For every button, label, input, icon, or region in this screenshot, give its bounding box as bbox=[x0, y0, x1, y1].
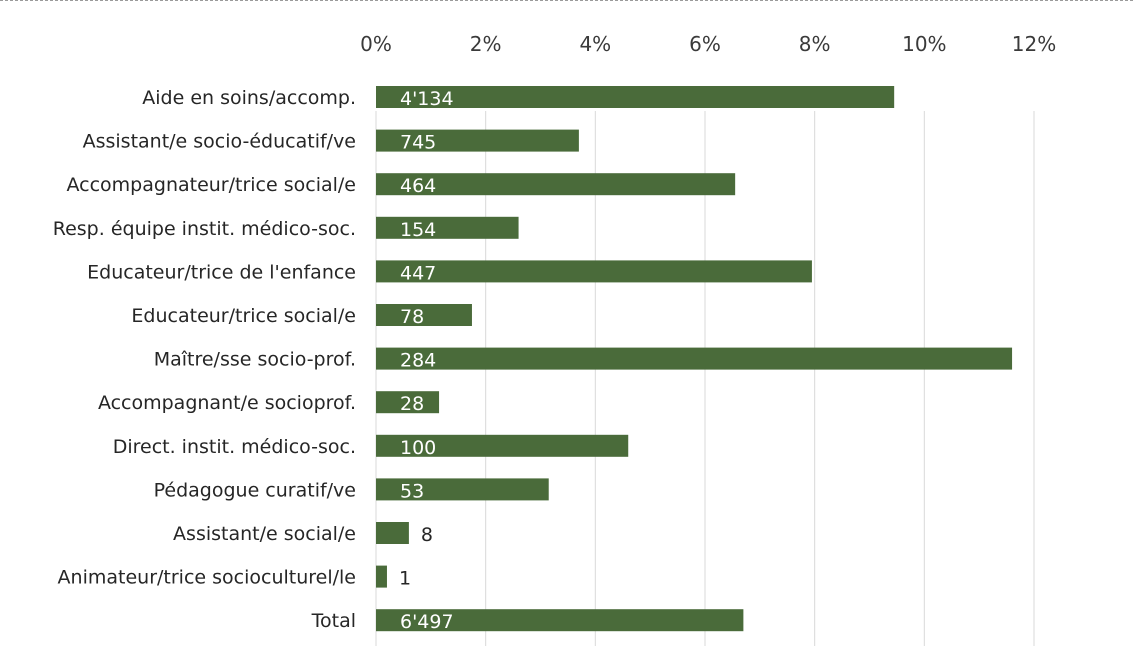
data-label: 6'497 bbox=[400, 611, 454, 633]
category-label: Total bbox=[311, 610, 356, 632]
category-label: Accompagnateur/trice social/e bbox=[66, 174, 356, 196]
x-tick-label: 10% bbox=[902, 32, 946, 56]
bar bbox=[376, 522, 409, 544]
data-label: 4'134 bbox=[400, 88, 454, 110]
x-tick-label: 2% bbox=[470, 32, 502, 56]
category-label: Resp. équipe instit. médico-soc. bbox=[53, 218, 356, 240]
data-label: 53 bbox=[400, 480, 424, 502]
data-label: 28 bbox=[400, 393, 424, 415]
x-tick-label: 4% bbox=[579, 32, 611, 56]
data-label: 100 bbox=[400, 437, 436, 459]
bar bbox=[376, 347, 1013, 370]
bar bbox=[376, 434, 629, 457]
category-label: Maître/sse socio-prof. bbox=[154, 349, 356, 371]
bar bbox=[376, 478, 549, 501]
category-label: Direct. instit. médico-soc. bbox=[113, 436, 356, 458]
bar bbox=[376, 609, 744, 632]
bar bbox=[376, 86, 895, 108]
bar bbox=[376, 565, 387, 588]
bar bbox=[376, 216, 519, 239]
category-label: Accompagnant/e socioprof. bbox=[98, 392, 356, 414]
data-label: 745 bbox=[400, 132, 436, 154]
category-label: Pédagogue curatif/ve bbox=[154, 479, 356, 501]
data-label: 447 bbox=[400, 262, 436, 284]
x-tick-label: 6% bbox=[689, 32, 721, 56]
x-axis-ticks: 0% 2% 4% 6% 8% 10% 12% bbox=[360, 32, 1056, 56]
x-tick-label: 12% bbox=[1012, 32, 1056, 56]
bar bbox=[376, 129, 579, 152]
bar bbox=[376, 304, 472, 326]
bar bbox=[376, 391, 440, 414]
data-labels: 4'134 745 464 154 447 78 284 28 100 53 81 6'497 bbox=[399, 88, 454, 633]
gridlines bbox=[375, 111, 1035, 646]
data-label: 8 bbox=[421, 524, 433, 546]
category-label: Animateur/trice socioculturel/le bbox=[58, 567, 356, 589]
bar bbox=[376, 173, 736, 196]
category-labels: Aide en soins/accomp. Assistant/e socio-é… bbox=[53, 87, 356, 632]
bar bbox=[376, 260, 812, 283]
data-label: 78 bbox=[400, 306, 424, 328]
x-tick-label: 8% bbox=[799, 32, 831, 56]
data-label: 464 bbox=[400, 175, 436, 197]
category-label: Educateur/trice de l'enfance bbox=[87, 261, 356, 283]
data-label: 1 bbox=[399, 568, 411, 590]
category-label: Aide en soins/accomp. bbox=[142, 87, 356, 109]
data-label: 284 bbox=[400, 350, 436, 372]
bars bbox=[376, 86, 1013, 632]
x-tick-label: 0% bbox=[360, 32, 392, 56]
category-label: Assistant/e social/e bbox=[173, 523, 356, 545]
category-label: Assistant/e socio-éducatif/ve bbox=[83, 131, 356, 153]
category-label: Educateur/trice social/e bbox=[131, 305, 356, 327]
data-label: 154 bbox=[400, 219, 436, 241]
